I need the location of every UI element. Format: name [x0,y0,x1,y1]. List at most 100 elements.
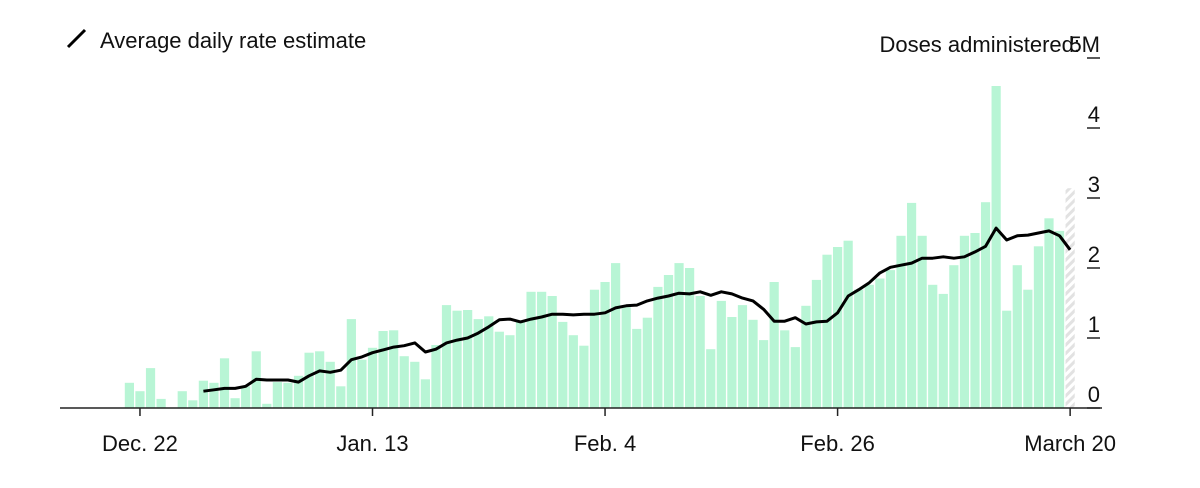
bar [304,352,314,408]
bar [737,305,748,408]
bar [1012,265,1022,408]
bar [156,398,166,408]
bar [674,263,684,408]
bar [399,356,409,408]
bar [632,328,642,408]
bar [1023,289,1033,408]
bar [1002,310,1012,408]
bar [378,331,388,408]
bar [759,340,769,408]
x-tick-label: Dec. 22 [102,431,178,456]
bar [431,345,441,408]
bar [526,291,536,408]
bar [1033,246,1044,408]
y-tick-label: 1 [1088,312,1100,337]
bar [177,391,187,408]
bar [896,235,906,408]
y-tick-label: 2 [1088,242,1100,267]
bar [124,382,134,408]
bar [780,330,790,408]
bar [473,319,483,408]
bar [410,361,420,408]
x-tick-label: March 20 [1024,431,1116,456]
bar [917,235,927,408]
bar [822,254,832,408]
bar [801,305,811,408]
bar [589,289,600,408]
bar [769,282,779,408]
legend-swatch [66,28,87,49]
bar [357,359,367,408]
bar [959,235,970,408]
bar [547,296,557,408]
bar [928,284,938,408]
bar [209,382,219,408]
bar [949,265,959,408]
bar [505,335,515,408]
bar [600,282,610,408]
bar [336,386,346,408]
bar [145,368,156,408]
bar [389,330,399,408]
bar [843,240,853,408]
bar [938,293,948,408]
bar [484,316,494,408]
bar [695,296,705,408]
bar [854,289,864,408]
bar [906,202,917,408]
bar [663,275,674,408]
bar [494,331,504,408]
bar [611,263,621,408]
bar [537,291,547,408]
bar [272,382,282,408]
bar [685,268,695,408]
bar [1044,218,1054,408]
bar [706,349,716,408]
bar [716,300,726,408]
bar [1065,188,1075,408]
bar [790,347,800,408]
bar [198,380,208,408]
bar [262,403,272,408]
bar [727,317,737,408]
bar [980,202,991,408]
y-tick-label: 3 [1088,172,1100,197]
bar [293,375,304,408]
bar [568,335,578,408]
bar [325,361,335,408]
bar [811,279,822,408]
bar [748,319,758,408]
bar [441,305,452,408]
y-tick-label: 0 [1088,382,1100,407]
average-line [203,226,1072,393]
bar [864,284,874,408]
bar [991,86,1001,408]
bar [219,358,230,408]
bar [642,317,652,408]
bar [452,310,462,408]
bar [885,270,896,408]
bar [135,391,145,408]
bar [970,233,980,408]
bar [1054,230,1065,408]
bar [875,278,885,408]
bar [558,321,568,408]
bar [579,345,589,408]
bar [315,351,325,408]
y-tick-label: 4 [1088,102,1100,127]
bar [653,286,663,408]
bar [346,319,356,408]
bar [230,398,240,408]
y-axis-label: Doses administered: [879,32,1080,57]
x-tick-label: Feb. 4 [574,431,636,456]
bar [832,247,843,408]
bar [463,310,473,408]
bar [515,321,526,408]
bar [621,307,631,408]
bar [241,386,251,408]
x-tick-label: Feb. 26 [800,431,875,456]
legend-label: Average daily rate estimate [100,28,366,53]
y-tick-label: 5M [1069,32,1100,57]
bar [188,400,198,408]
